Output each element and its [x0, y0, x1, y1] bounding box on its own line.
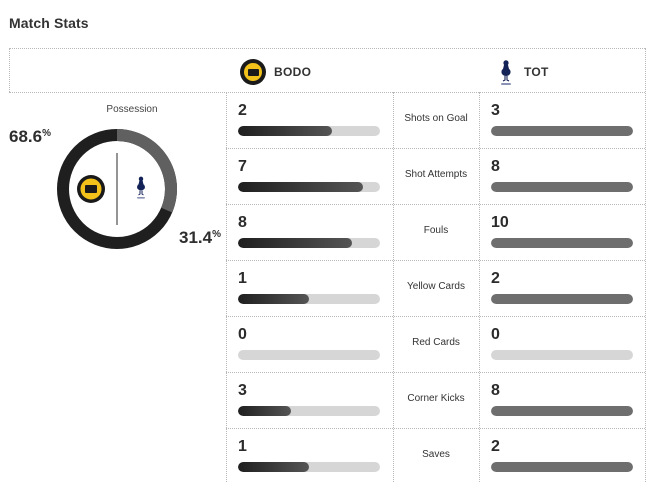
home-stat-bar: [238, 350, 380, 360]
away-stat-value: 8: [491, 382, 500, 399]
stat-label: Corner Kicks: [407, 393, 465, 404]
home-stat-bar-fill: [238, 462, 309, 472]
row-divider: [226, 428, 645, 429]
home-stat-bar: [238, 462, 380, 472]
home-stat-value: 0: [238, 326, 247, 343]
away-stat-bar: [491, 350, 633, 360]
away-stat-bar-fill: [491, 182, 633, 192]
home-stat-bar: [238, 406, 380, 416]
row-divider: [226, 204, 645, 205]
away-stat-bar-fill: [491, 406, 633, 416]
home-stat-bar-fill: [238, 182, 363, 192]
away-stat-bar: [491, 406, 633, 416]
home-stat-bar: [238, 294, 380, 304]
tottenham-crest-icon: [501, 60, 511, 85]
home-stat-bar: [238, 238, 380, 248]
home-team-header: BODO: [240, 55, 311, 89]
row-divider: [226, 372, 645, 373]
home-possession-percent: 68.6%: [9, 127, 51, 146]
home-stat-value: 3: [238, 382, 247, 399]
right-frame-line: [645, 48, 646, 482]
away-stat-bar: [491, 126, 633, 136]
possession-divider: [226, 92, 227, 482]
stat-label: Yellow Cards: [407, 281, 465, 292]
away-stat-bar-fill: [491, 462, 633, 472]
possession-label: Possession: [106, 104, 158, 115]
away-stat-bar-fill: [491, 238, 633, 248]
row-divider: [226, 316, 645, 317]
home-stat-bar: [238, 182, 380, 192]
away-stat-value: 8: [491, 158, 500, 175]
top-divider: [9, 48, 645, 49]
home-stat-bar: [238, 126, 380, 136]
label-column-right-line: [479, 92, 480, 482]
stat-label: Saves: [422, 449, 450, 460]
row-divider: [226, 148, 645, 149]
away-stat-bar: [491, 294, 633, 304]
left-frame-line: [9, 48, 10, 92]
row-divider: [226, 260, 645, 261]
section-title: Match Stats: [9, 15, 89, 31]
home-stat-value: 1: [238, 438, 247, 455]
away-stat-value: 10: [491, 214, 509, 231]
stat-label: Shot Attempts: [404, 169, 468, 180]
home-stat-bar-fill: [238, 294, 309, 304]
away-stat-bar: [491, 238, 633, 248]
home-stat-value: 8: [238, 214, 247, 231]
bodo-crest-icon: [77, 175, 105, 203]
home-stat-bar-fill: [238, 406, 291, 416]
away-team-name: TOT: [524, 65, 549, 79]
home-stat-bar-fill: [238, 238, 352, 248]
away-stat-bar: [491, 182, 633, 192]
away-stat-value: 0: [491, 326, 500, 343]
label-column-left-line: [393, 92, 394, 482]
away-stat-value: 2: [491, 438, 500, 455]
possession-donut-chart: [57, 129, 177, 249]
away-stat-value: 3: [491, 102, 500, 119]
away-possession-arc: [116, 129, 177, 213]
away-possession-percent: 31.4%: [179, 228, 221, 247]
home-team-name: BODO: [274, 65, 312, 79]
header-divider: [9, 92, 645, 93]
away-team-header: TOT: [496, 55, 549, 89]
home-stat-value: 1: [238, 270, 247, 287]
home-stat-bar-fill: [238, 126, 332, 136]
away-stat-bar-fill: [491, 126, 633, 136]
stat-label: Fouls: [423, 225, 449, 236]
stat-label: Red Cards: [412, 337, 460, 348]
tottenham-crest-icon: [137, 176, 145, 199]
home-stat-value: 7: [238, 158, 247, 175]
home-stat-value: 2: [238, 102, 247, 119]
away-stat-value: 2: [491, 270, 500, 287]
away-stat-bar-fill: [491, 294, 633, 304]
stat-label: Shots on Goal: [404, 113, 468, 124]
bodo-crest-icon: [240, 59, 266, 85]
away-stat-bar: [491, 462, 633, 472]
